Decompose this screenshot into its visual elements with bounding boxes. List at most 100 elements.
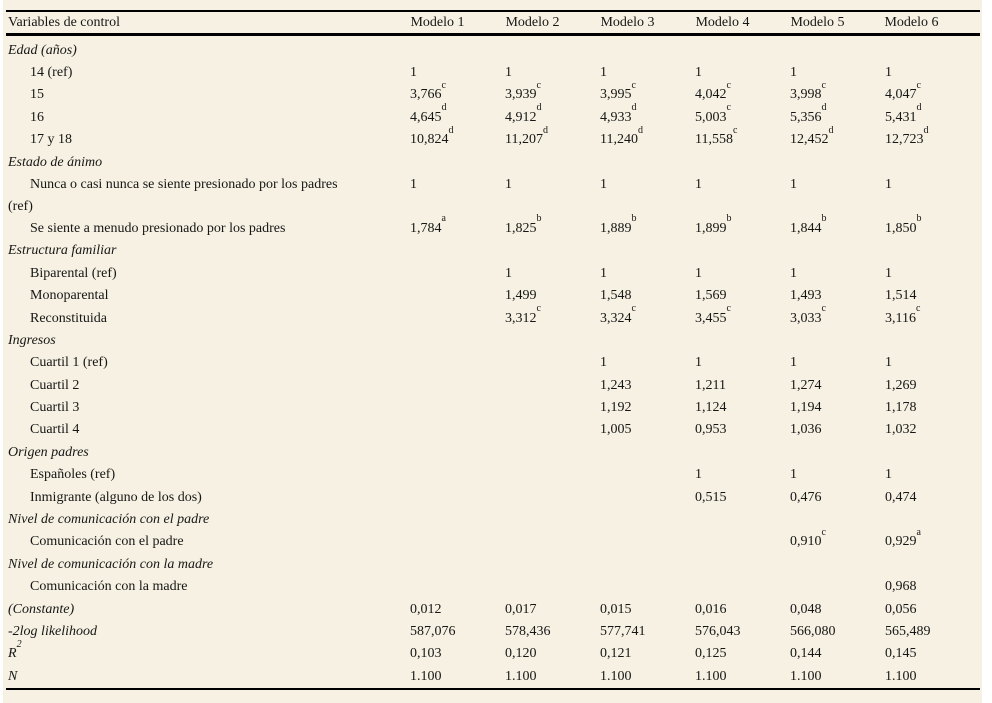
header-row: Variables de control Modelo 1 Modelo 2 M… <box>6 11 980 36</box>
row-label: Cuartil 2 <box>30 377 80 393</box>
cell-value <box>580 487 675 509</box>
cell-value <box>390 531 485 553</box>
cell-value: 4,645d <box>410 102 447 125</box>
cell-value: 3,998c <box>790 79 826 103</box>
table-row: Origen padres <box>6 442 980 464</box>
cell-value: 3,033c <box>790 302 826 326</box>
cell-value: 0,056 <box>885 601 917 617</box>
row-label: Biparental (ref) <box>30 265 117 281</box>
cell-value: 0,016 <box>695 601 727 617</box>
table-row: Cuartil 1 (ref) 1 1 1 1 <box>6 352 980 374</box>
cell-value: 1 <box>600 265 607 281</box>
table-row: Nivel de comunicación con el padre <box>6 509 980 531</box>
cell-value: 1 <box>790 265 797 281</box>
table-row: Inmigrante (alguno de los dos) 0,515 0,476… <box>6 487 980 509</box>
superscript-marker: c <box>631 302 636 314</box>
cell-value <box>390 35 485 63</box>
cell-value <box>390 442 485 464</box>
cell-value <box>390 308 485 330</box>
cell-value: 566,080 <box>790 623 836 639</box>
superscript-marker: c <box>821 302 826 314</box>
cell-value: 0,015 <box>600 601 632 617</box>
cell-value <box>390 509 485 531</box>
cell-value <box>770 576 865 598</box>
table-row: Edad (años) <box>6 35 980 63</box>
cell-value: 5,003c <box>695 102 731 125</box>
cell-value <box>485 352 580 374</box>
cell-value <box>485 240 580 262</box>
superscript-marker: b <box>631 213 637 225</box>
cell-value: 1,850b <box>885 213 922 236</box>
cell-value <box>675 531 770 553</box>
cell-value: 1 <box>695 65 702 80</box>
table-row: 14 (ref) 1 1 1 1 1 1 <box>6 62 980 84</box>
table-row: Estado de ánimo <box>6 152 980 174</box>
cell-value: 576,043 <box>695 623 741 639</box>
cell-value: 0,929a <box>885 526 921 550</box>
row-label: 17 y 18 <box>30 132 72 148</box>
cell-value <box>770 554 865 576</box>
table-row: 15 3,766c 3,939c 3,995c 4,042c 3,998c 4,047c <box>6 79 980 106</box>
cell-value <box>675 554 770 576</box>
row-label: Monoparental <box>30 288 109 304</box>
cell-value: 0,012 <box>410 601 442 617</box>
cell-value: 1 <box>790 176 797 192</box>
superscript-marker: c <box>916 79 921 91</box>
superscript-marker: a <box>441 213 446 225</box>
cell-value <box>485 509 580 531</box>
cell-value <box>390 285 485 307</box>
cell-value: 12,452d <box>790 124 834 148</box>
cell-value: 1,032 <box>885 422 917 438</box>
cell-value <box>580 442 675 464</box>
cell-value <box>675 330 770 352</box>
table-row: Se siente a menudo presionado por los pa… <box>6 213 980 240</box>
cell-value: 10,824d <box>410 124 454 148</box>
table-row: Nunca o casi nunca se siente presionado … <box>6 174 980 218</box>
cell-value <box>485 442 580 464</box>
superscript-marker: d <box>441 102 447 114</box>
column-header-modelo-3: Modelo 3 <box>580 11 675 36</box>
cell-value: 5,431d <box>885 102 922 125</box>
cell-value <box>675 240 770 262</box>
cell-value: 3,939c <box>505 79 541 103</box>
cell-value <box>770 240 865 262</box>
superscript-marker: a <box>916 526 921 538</box>
cell-value <box>485 554 580 576</box>
cell-value <box>770 330 865 352</box>
row-label: Nunca o casi nunca se siente presionado … <box>8 176 338 214</box>
cell-value: 1 <box>695 355 702 371</box>
cell-value: 1 <box>695 176 702 192</box>
table-row: Monoparental 1,499 1,548 1,569 1,493 1,514 <box>6 285 980 307</box>
row-label: Nivel de comunicación con el padre <box>8 512 210 528</box>
cell-value <box>580 240 675 262</box>
cell-value: 1 <box>790 355 797 371</box>
cell-value <box>390 263 485 285</box>
cell-value <box>485 531 580 553</box>
table-row: Nivel de comunicación con la madre <box>6 554 980 576</box>
cell-value: 3,116c <box>885 302 921 326</box>
cell-value: 0,474 <box>885 489 917 505</box>
table-row: Comunicación con la madre 0,968 <box>6 576 980 598</box>
cell-value: 1,036 <box>790 422 822 438</box>
cell-value: 1,211 <box>695 377 726 393</box>
cell-value: 1 <box>505 265 512 281</box>
cell-value <box>675 35 770 63</box>
cell-value <box>865 509 980 531</box>
cell-value <box>865 240 980 262</box>
cell-value <box>485 397 580 419</box>
cell-value: 1 <box>695 467 702 483</box>
cell-value: 1,192 <box>600 400 632 416</box>
cell-value: 1 <box>695 265 702 281</box>
cell-value: 0,476 <box>790 489 822 505</box>
cell-value: 3,455c <box>695 302 731 326</box>
cell-value: 1 <box>600 355 607 371</box>
cell-value <box>580 464 675 486</box>
column-header-modelo-1: Modelo 1 <box>390 11 485 36</box>
cell-value: 0,017 <box>505 601 537 617</box>
cell-value: 0,968 <box>885 579 917 595</box>
cell-value <box>580 531 675 553</box>
cell-value <box>390 375 485 397</box>
cell-value: 565,489 <box>885 623 931 639</box>
table-row: Estructura familiar <box>6 240 980 262</box>
table-row: Comunicación con el padre 0,910c 0,929a <box>6 526 980 553</box>
